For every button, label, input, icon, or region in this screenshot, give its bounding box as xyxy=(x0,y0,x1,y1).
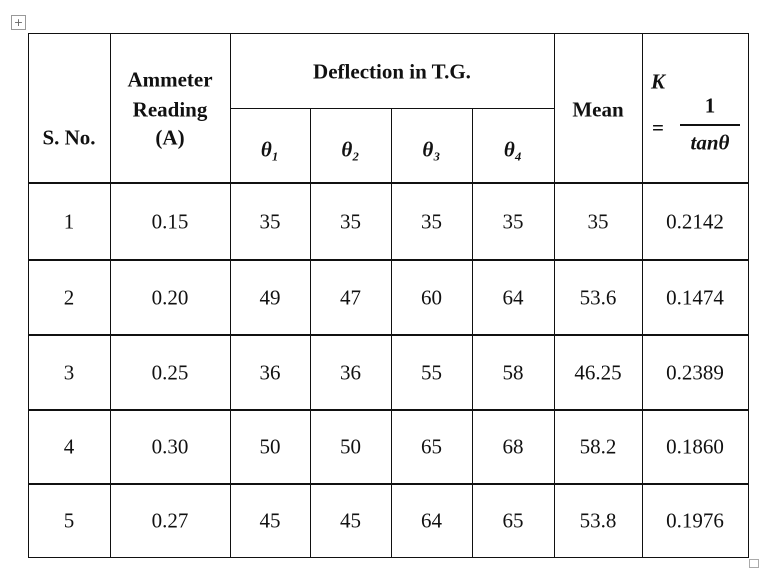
table-cell: 68 xyxy=(502,434,524,459)
table-cell: 0.2142 xyxy=(666,209,724,233)
table-cell: 49 xyxy=(259,285,281,309)
table-border xyxy=(472,108,473,558)
header-cell: θ₂ xyxy=(341,137,360,162)
header-cell: Mean xyxy=(572,97,624,122)
table-cell: 50 xyxy=(259,434,281,459)
table-cell: 53.6 xyxy=(579,285,617,309)
header-cell: Deflection in T.G. xyxy=(313,59,471,84)
table-cell: 2 xyxy=(63,285,75,309)
table-border xyxy=(28,33,29,558)
table-border xyxy=(28,33,749,34)
header-cell: 1 xyxy=(704,93,716,118)
header-cell: K xyxy=(650,69,666,94)
table-cell: 53.8 xyxy=(579,508,617,532)
table-cell: 0.1976 xyxy=(666,508,724,532)
header-cell: tanθ xyxy=(690,130,730,155)
header-cell: θ₁ xyxy=(260,137,280,162)
table-cell: 0.30 xyxy=(151,434,189,459)
table-cell: 58.2 xyxy=(579,434,617,459)
table-cell: 50 xyxy=(340,434,361,459)
table-border xyxy=(28,409,749,411)
header-cell: θ₄ xyxy=(503,137,523,162)
table-cell: 65 xyxy=(502,508,524,532)
table-border xyxy=(28,483,749,485)
table-cell: 35 xyxy=(340,209,361,233)
table-border xyxy=(230,108,554,109)
table-cell: 58 xyxy=(502,360,524,384)
table-border xyxy=(28,182,749,184)
table-border xyxy=(28,259,749,261)
table-cell: 4 xyxy=(63,434,75,459)
header-cell: Reading xyxy=(132,97,208,122)
header-cell: Ammeter xyxy=(127,67,213,92)
table-cell: 0.25 xyxy=(151,360,189,384)
table-cell: 47 xyxy=(340,285,361,309)
table-cell: 0.1860 xyxy=(666,434,724,459)
table-border xyxy=(28,334,749,336)
table-cell: 3 xyxy=(63,360,75,384)
table-cell: 45 xyxy=(259,508,281,532)
header-cell: = xyxy=(652,115,664,140)
table-cell: 1 xyxy=(63,209,75,233)
table-border xyxy=(230,33,231,558)
table-cell: 36 xyxy=(259,360,281,384)
table-cell: 0.20 xyxy=(151,285,189,309)
table-cell: 0.27 xyxy=(151,508,189,532)
table-cell: 0.2389 xyxy=(666,360,724,384)
table-border xyxy=(642,33,643,558)
header-cell: θ₃ xyxy=(422,137,441,162)
fraction-bar xyxy=(680,124,740,126)
table-cell: 0.15 xyxy=(151,209,189,233)
table-cell: 35 xyxy=(421,209,442,233)
table-cell: 35 xyxy=(587,209,609,233)
table-border xyxy=(310,108,311,558)
table-cell: 5 xyxy=(63,508,75,532)
table-border xyxy=(748,33,749,558)
header-cell: S. No. xyxy=(42,125,96,150)
table-cell: 35 xyxy=(259,209,281,233)
table-cell: 64 xyxy=(502,285,524,309)
table-border xyxy=(110,33,111,558)
table-border xyxy=(554,33,555,558)
table-border xyxy=(28,557,749,558)
table-cell: 64 xyxy=(421,508,442,532)
table-cell: 55 xyxy=(421,360,442,384)
table-cell: 36 xyxy=(340,360,361,384)
table-cell: 60 xyxy=(421,285,442,309)
table-border xyxy=(391,108,392,558)
table-cell: 65 xyxy=(421,434,442,459)
table-cell: 0.1474 xyxy=(666,285,724,309)
header-cell: (A) xyxy=(155,125,185,150)
move-handle[interactable]: + xyxy=(11,15,26,30)
table-cell: 35 xyxy=(502,209,524,233)
table-cell: 45 xyxy=(340,508,361,532)
table-cell: 46.25 xyxy=(574,360,622,384)
